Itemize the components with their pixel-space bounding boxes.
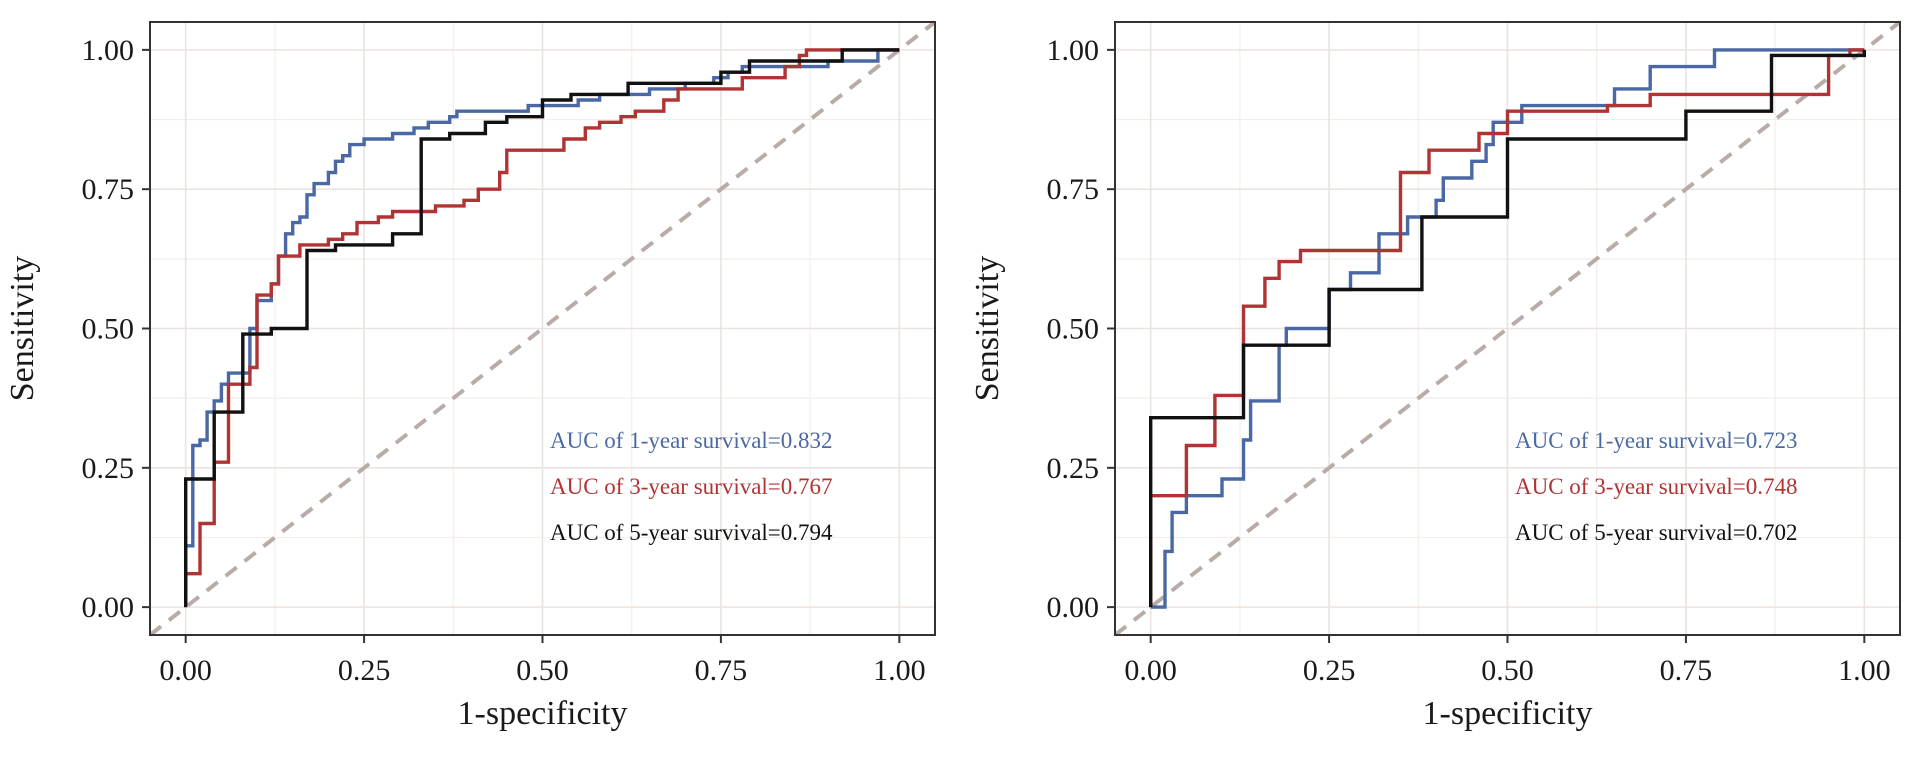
y-tick-label: 0.00	[82, 591, 135, 624]
y-tick-label: 0.50	[82, 313, 135, 346]
x-axis-title: 1-specificity	[1423, 695, 1593, 732]
y-tick-label: 0.00	[1047, 591, 1100, 624]
x-tick-label: 0.25	[1303, 654, 1356, 687]
roc-curve-1-year	[1150, 48, 1865, 609]
reference-diagonal-line	[148, 20, 937, 637]
x-tick-label: 0.50	[516, 654, 569, 687]
x-tick-label: 1.00	[1838, 654, 1891, 687]
roc-chart-left: 0.00 0.25 0.50 0.75 1.00 0.00 0.25 0.50 0.75 1.00…	[4, 20, 937, 732]
auc-label-3-year: AUC of 3-year survival=0.767	[550, 474, 833, 499]
auc-label-5-year: AUC of 5-year survival=0.794	[550, 520, 833, 545]
auc-label-1-year: AUC of 1-year survival=0.832	[550, 428, 833, 453]
roc-chart-right: 0.00 0.25 0.50 0.75 1.00 0.00 0.25 0.50 0.75 1.00…	[969, 20, 1902, 732]
y-tick-label: 0.25	[82, 452, 135, 485]
roc-curve-3-year	[184, 48, 900, 608]
x-axis-title: 1-specificity	[458, 695, 628, 732]
x-tick-label: 0.00	[1124, 654, 1177, 687]
y-axis-title: Sensitivity	[969, 256, 1006, 401]
auc-label-1-year: AUC of 1-year survival=0.723	[1515, 428, 1798, 453]
y-tick-label: 1.00	[82, 34, 135, 67]
x-tick-label: 0.75	[695, 654, 748, 687]
y-tick-label: 1.00	[1047, 34, 1100, 67]
roc-curve-3-year	[1149, 48, 1865, 608]
y-tick-label: 0.25	[1047, 452, 1100, 485]
auc-label-5-year: AUC of 5-year survival=0.702	[1515, 520, 1798, 545]
y-tick-label: 0.75	[82, 173, 135, 206]
reference-diagonal-line	[1113, 20, 1902, 637]
x-tick-label: 0.75	[1660, 654, 1713, 687]
roc-curve-5-year	[1149, 49, 1866, 608]
y-tick-label: 0.50	[1047, 313, 1100, 346]
x-tick-label: 0.50	[1481, 654, 1534, 687]
auc-label-3-year: AUC of 3-year survival=0.748	[1515, 474, 1798, 499]
roc-curve-5-year	[184, 48, 900, 608]
x-tick-label: 0.00	[159, 654, 212, 687]
x-tick-label: 0.25	[338, 654, 391, 687]
x-tick-label: 1.00	[873, 654, 926, 687]
y-tick-label: 0.75	[1047, 173, 1100, 206]
y-axis-title: Sensitivity	[4, 256, 41, 401]
